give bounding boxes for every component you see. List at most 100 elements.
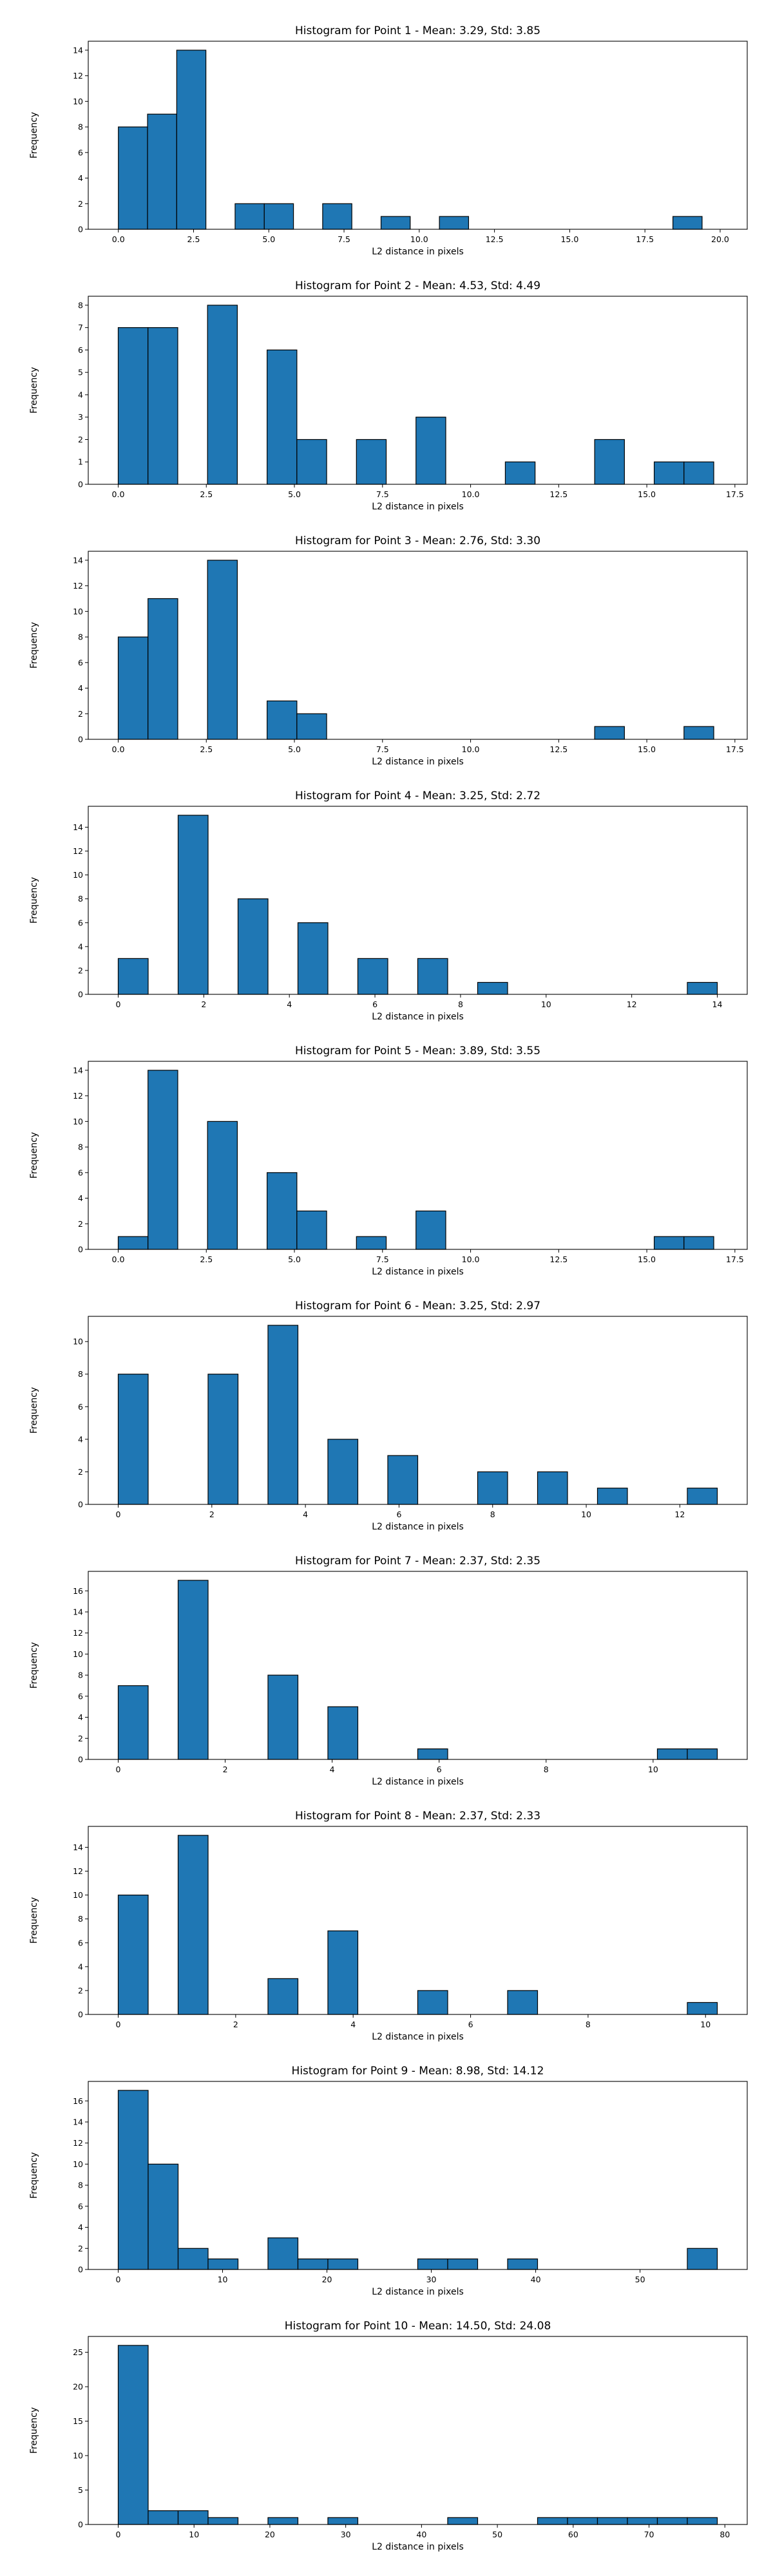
y-tick-label: 4	[78, 683, 83, 693]
histogram-bar	[237, 898, 269, 995]
y-tick-label: 10	[73, 1649, 83, 1659]
y-tick-label: 10	[73, 607, 83, 616]
y-tick-label: 14	[73, 1607, 83, 1616]
y-tick-label: 10	[73, 97, 83, 106]
x-axis-label: L2 distance in pixels	[372, 502, 464, 512]
histogram-bar	[417, 2259, 448, 2270]
y-tick-label: 2	[78, 2244, 83, 2253]
x-tick-label: 0	[116, 2530, 121, 2539]
x-tick-label: 60	[568, 2530, 578, 2539]
x-axis-label: L2 distance in pixels	[372, 247, 464, 257]
y-tick-label: 4	[78, 390, 83, 399]
y-axis-label: Frequency	[29, 1642, 39, 1689]
x-tick-label: 10.0	[410, 234, 428, 244]
x-tick-label: 0.0	[112, 1255, 125, 1264]
histogram-bar	[263, 203, 294, 230]
y-tick-label: 25	[73, 2347, 83, 2357]
histogram-bar	[207, 305, 238, 485]
y-tick-label: 0	[78, 2010, 83, 2020]
x-tick-label: 4	[303, 1510, 308, 1519]
histogram-bar	[267, 2237, 299, 2270]
histogram-panel-3: Histogram for Point 3 - Mean: 2.76, Std:…	[29, 535, 748, 767]
y-tick-label: 2	[78, 1734, 83, 1743]
y-tick-label: 8	[78, 1142, 83, 1152]
histogram-bar	[148, 2510, 179, 2525]
histogram-bar	[417, 958, 448, 995]
histogram-bar	[656, 1748, 688, 1760]
y-tick-label: 8	[78, 632, 83, 642]
y-tick-label: 6	[78, 2201, 83, 2211]
histogram-bar	[447, 2259, 479, 2270]
x-tick-label: 5.0	[288, 1255, 301, 1264]
x-tick-label: 40	[416, 2530, 426, 2539]
histogram-bar	[267, 1325, 299, 1505]
y-tick-label: 12	[73, 71, 83, 80]
histogram-bar	[267, 1674, 299, 1760]
y-tick-label: 0	[78, 225, 83, 234]
x-tick-label: 8	[490, 1510, 495, 1519]
histogram-bar	[207, 1121, 238, 1250]
histogram-bar	[207, 2259, 239, 2270]
bars	[117, 815, 718, 995]
y-tick-label: 4	[78, 1712, 83, 1722]
histogram-panel-10: Histogram for Point 10 - Mean: 14.50, St…	[29, 2320, 748, 2552]
plot-frame	[88, 1571, 748, 1760]
histogram-bar	[117, 636, 149, 740]
x-tick-label: 2.5	[200, 1255, 213, 1264]
y-tick-label: 14	[73, 1842, 83, 1852]
histogram-bar	[296, 439, 327, 485]
x-tick-label: 7.5	[338, 234, 350, 244]
y-tick-label: 2	[78, 1985, 83, 1995]
histogram-bar	[683, 726, 714, 740]
histogram-panel-9: Histogram for Point 9 - Mean: 8.98, Std:…	[29, 2065, 748, 2297]
chart-title: Histogram for Point 7 - Mean: 2.37, Std:…	[295, 1555, 540, 1567]
bars	[117, 2345, 718, 2525]
y-tick-label: 14	[73, 45, 83, 55]
chart-title: Histogram for Point 3 - Mean: 2.76, Std:…	[295, 535, 540, 547]
histogram-bar	[117, 2345, 149, 2525]
y-tick-label: 1	[78, 457, 83, 467]
histogram-bar	[327, 1930, 359, 2015]
histogram-bar	[322, 203, 352, 230]
x-tick-label: 5.0	[288, 744, 301, 754]
histogram-bar	[117, 1895, 149, 2015]
histogram-bar	[117, 1374, 149, 1505]
plot-frame	[88, 1061, 748, 1250]
x-tick-label: 5.0	[262, 234, 275, 244]
y-tick-label: 3	[78, 412, 83, 422]
y-tick-label: 4	[78, 1962, 83, 1971]
x-tick-label: 14	[712, 999, 723, 1009]
y-tick-label: 10	[73, 870, 83, 880]
bars	[117, 2090, 718, 2270]
plot-frame	[88, 806, 748, 995]
histogram-panel-7: Histogram for Point 7 - Mean: 2.37, Std:…	[29, 1555, 748, 1787]
y-tick-label: 6	[78, 918, 83, 927]
histogram-bar	[177, 1835, 209, 2015]
histogram-bar	[653, 1236, 685, 1250]
y-tick-label: 2	[78, 1467, 83, 1477]
y-tick-label: 8	[78, 122, 83, 132]
plot-frame	[88, 551, 748, 740]
histogram-bar	[234, 203, 265, 230]
y-axis-label: Frequency	[29, 2152, 39, 2199]
y-tick-label: 0	[78, 990, 83, 999]
histogram-bar	[327, 1439, 359, 1505]
histogram-bar	[267, 349, 298, 485]
bars	[117, 1325, 718, 1505]
x-tick-label: 70	[644, 2530, 654, 2539]
x-tick-label: 15.0	[638, 744, 656, 754]
y-tick-label: 0	[78, 2520, 83, 2530]
y-tick-label: 6	[78, 1938, 83, 1947]
chart-title: Histogram for Point 1 - Mean: 3.29, Std:…	[295, 24, 540, 37]
y-tick-label: 8	[78, 300, 83, 310]
histogram-bar	[687, 1488, 718, 1505]
x-tick-label: 4	[350, 2020, 356, 2029]
histogram-bar	[687, 1748, 718, 1760]
y-tick-label: 6	[78, 345, 83, 355]
histogram-bar	[683, 1236, 714, 1250]
x-axis-label: L2 distance in pixels	[372, 2542, 464, 2552]
plot-frame	[88, 296, 748, 485]
x-axis-label: L2 distance in pixels	[372, 1777, 464, 1787]
histogram-bar	[148, 2163, 179, 2270]
y-tick-label: 20	[73, 2382, 83, 2392]
